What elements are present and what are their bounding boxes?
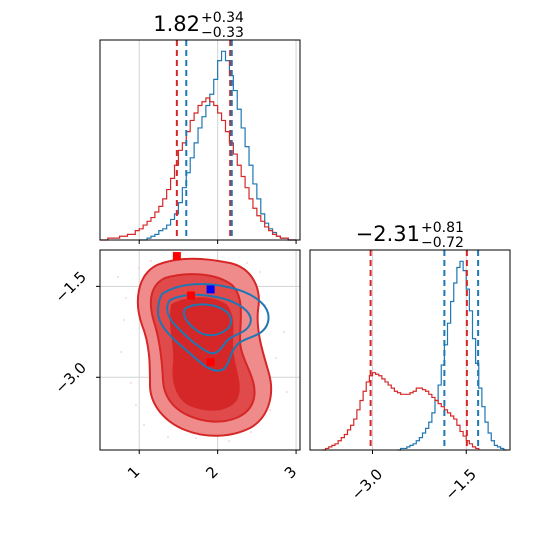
marginal-x-quantile-lines [175, 40, 233, 240]
marginal-x-title-plus: +0.34 [201, 10, 244, 26]
marginal-y-title-minus: −0.72 [421, 235, 464, 251]
scatter-points [117, 260, 288, 442]
x-tick-label: −1.5 [441, 465, 479, 503]
blue-histogram [139, 50, 297, 241]
joint-markers [172, 252, 215, 367]
marginal-y-panel: −3.0 −1.5 −2.31 +0.81 −0.72 [309, 220, 511, 504]
marginal-x-frame [99, 39, 301, 241]
blue-contour-outer [156, 283, 270, 372]
blue-contours [156, 283, 270, 372]
marginal-x-title-median: 1.82 [153, 12, 200, 36]
marginal-y-quantile-lines [369, 250, 480, 450]
red-histogram [100, 97, 297, 241]
marker [172, 252, 181, 261]
marginal-x-ticks [138, 240, 297, 244]
red-histogram [322, 372, 480, 451]
joint-panel: 1 2 3 −1.5 −3.0 [51, 249, 301, 482]
x-tick-label: 2 [202, 463, 221, 482]
marginal-y-frame [309, 249, 511, 451]
y-tick-label: −1.5 [51, 268, 89, 306]
x-tick-label: −3.0 [348, 465, 386, 503]
blue-contour-inner [182, 303, 232, 337]
marginal-x-title-minus: −0.33 [201, 25, 244, 41]
x-tick-label: 1 [124, 463, 143, 482]
marker [206, 358, 215, 367]
marginal-x-panel: 1.82 +0.34 −0.33 [99, 10, 301, 244]
red-contour-inner [169, 297, 240, 411]
blue-histogram [397, 260, 507, 451]
joint-frame [99, 249, 301, 451]
marginal-y-ticks: −3.0 −1.5 [348, 450, 480, 504]
marginal-x-histograms [100, 50, 297, 241]
marginal-y-title-plus: +0.81 [421, 220, 464, 236]
x-tick-label: 3 [281, 463, 300, 482]
blue-contour-middle [166, 293, 252, 355]
marker [186, 291, 195, 300]
marginal-y-grid [372, 250, 467, 450]
marginal-y-title-median: −2.31 [356, 222, 420, 246]
y-tick-label: −3.0 [51, 359, 89, 397]
marker [206, 285, 215, 294]
marginal-y-histograms [322, 260, 507, 451]
red-contours [136, 257, 273, 437]
